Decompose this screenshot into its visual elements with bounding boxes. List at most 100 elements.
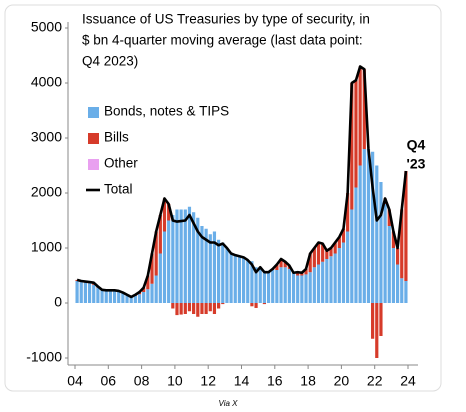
bar <box>192 303 196 314</box>
y-tick-label: -1000 <box>26 349 62 365</box>
bar <box>221 242 225 303</box>
bar <box>400 278 404 303</box>
bar <box>233 255 237 303</box>
bar <box>354 80 358 188</box>
bar <box>354 187 358 303</box>
bar <box>246 260 250 303</box>
bar <box>150 253 154 284</box>
bar <box>366 149 371 303</box>
bar <box>192 212 196 303</box>
annotation: '23 <box>407 156 426 172</box>
bar <box>171 303 175 309</box>
bar <box>142 287 146 292</box>
bar <box>187 303 192 312</box>
bar <box>217 239 221 303</box>
bar <box>362 69 366 149</box>
bar <box>183 303 187 314</box>
bar <box>129 296 133 303</box>
bar <box>275 270 279 303</box>
bar <box>241 257 246 303</box>
chart-title: Issuance of US Treasuries by type of sec… <box>82 12 370 27</box>
bar <box>275 264 279 270</box>
bar <box>162 231 167 303</box>
bar <box>329 248 333 257</box>
bar <box>167 204 171 221</box>
bar <box>395 248 400 265</box>
bar <box>387 209 391 226</box>
bar <box>346 231 350 303</box>
annotation: Q4 <box>407 137 426 153</box>
bar <box>254 267 258 303</box>
bar <box>337 237 341 248</box>
bar <box>187 206 192 303</box>
bar <box>171 215 175 303</box>
bar <box>229 253 233 303</box>
bar <box>346 193 350 232</box>
bar <box>404 281 408 303</box>
bar <box>308 253 312 273</box>
bar <box>179 303 183 315</box>
bar <box>146 275 150 290</box>
bar <box>300 275 304 303</box>
bar <box>375 165 379 303</box>
bar <box>379 182 383 303</box>
bar <box>150 283 154 303</box>
y-tick-label: 2000 <box>31 184 62 200</box>
bar <box>121 292 125 303</box>
bar <box>217 303 221 309</box>
x-tick-label: 08 <box>134 373 150 389</box>
bar <box>296 272 300 276</box>
bar <box>162 198 167 232</box>
bar <box>283 261 287 268</box>
chart-title: $ bn 4-quarter moving average (last data… <box>82 33 363 48</box>
bar <box>83 282 88 303</box>
x-tick-label: 24 <box>400 373 416 389</box>
bar <box>337 248 341 303</box>
bar <box>179 209 183 303</box>
bar <box>225 248 229 303</box>
bar <box>371 303 375 339</box>
y-tick-label: 5000 <box>31 19 62 35</box>
bar <box>212 303 217 314</box>
bar <box>175 303 179 316</box>
bar <box>333 242 337 254</box>
x-tick-label: 16 <box>267 373 283 389</box>
bar <box>404 171 408 281</box>
bar <box>154 231 158 276</box>
bar <box>395 264 400 303</box>
bar <box>371 151 375 303</box>
x-tick-label: 22 <box>367 373 383 389</box>
bar <box>325 250 329 259</box>
x-tick-label: 12 <box>200 373 216 389</box>
bar <box>279 267 283 303</box>
bar <box>208 303 212 312</box>
x-tick-label: 04 <box>67 373 83 389</box>
bar <box>329 256 333 303</box>
bar <box>287 268 291 303</box>
bar <box>291 272 296 303</box>
bar <box>204 303 208 314</box>
bar <box>208 234 212 303</box>
bar <box>312 267 316 303</box>
bar <box>262 303 266 305</box>
bar <box>250 303 254 307</box>
legend-label: Other <box>104 156 138 171</box>
bar <box>237 256 242 303</box>
x-tick-label: 18 <box>300 373 316 389</box>
bar <box>341 228 346 243</box>
bar <box>167 220 171 303</box>
bar <box>125 294 129 303</box>
bar <box>75 281 79 303</box>
bar <box>375 303 379 358</box>
y-tick-label: 4000 <box>31 74 62 90</box>
bar <box>196 303 200 317</box>
bar <box>96 287 100 303</box>
bar <box>117 291 121 303</box>
bar <box>333 253 337 303</box>
bar <box>79 282 83 303</box>
bar <box>358 66 362 166</box>
x-tick-label: 20 <box>334 373 350 389</box>
bar <box>92 284 96 303</box>
legend-label: Bonds, notes & TIPS <box>104 104 229 119</box>
x-tick-label: 14 <box>234 373 250 389</box>
